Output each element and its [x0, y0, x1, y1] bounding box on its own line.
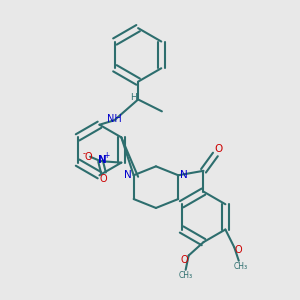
Text: O: O — [214, 143, 223, 154]
Text: O: O — [100, 174, 107, 184]
Text: -: - — [83, 149, 86, 158]
Text: +: + — [103, 151, 110, 160]
Text: H: H — [130, 94, 137, 103]
Text: O: O — [235, 245, 243, 255]
Text: O: O — [85, 152, 92, 162]
Text: O: O — [180, 255, 188, 265]
Text: CH₃: CH₃ — [178, 271, 193, 280]
Text: CH₃: CH₃ — [233, 262, 247, 271]
Text: N: N — [180, 170, 188, 180]
Text: N: N — [98, 155, 106, 165]
Text: N: N — [124, 170, 132, 180]
Text: NH: NH — [107, 114, 122, 124]
